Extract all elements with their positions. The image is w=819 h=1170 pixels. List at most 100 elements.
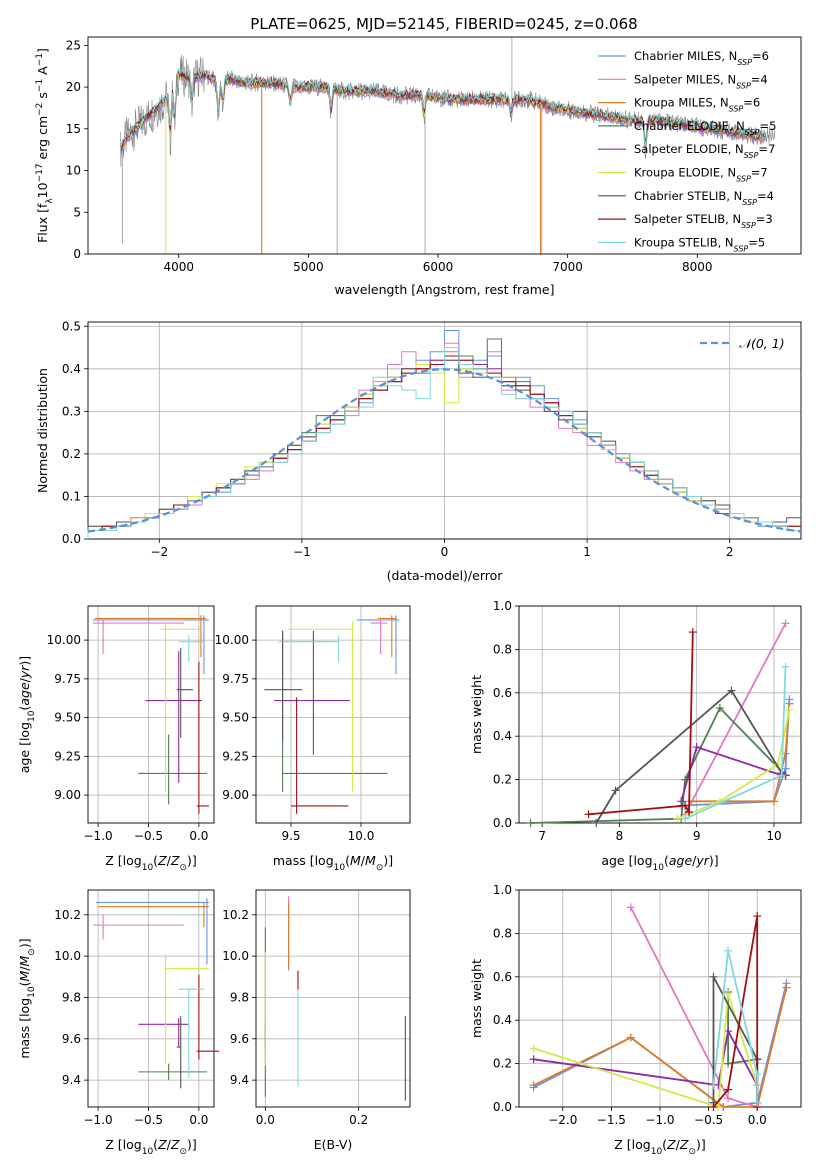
x-tick-label: −1.5 — [597, 1113, 626, 1127]
mass-weight-marker — [715, 703, 724, 712]
mass-weight-line — [684, 622, 787, 815]
y-tick-label: 0.8 — [493, 926, 512, 940]
y-tick-label: 1.0 — [493, 599, 512, 613]
mass-weight-line — [684, 666, 787, 820]
x-tick-label: 8000 — [682, 260, 713, 274]
y-tick-label: 0.0 — [493, 816, 512, 830]
x-tick-label: 10 — [766, 829, 781, 843]
y-axis-label: mass [log10(M/M⊙)] — [17, 938, 37, 1058]
x-tick-label: 9 — [693, 829, 701, 843]
y-tick-label: 9.00 — [54, 788, 81, 802]
y-tick-label: 0.4 — [62, 362, 81, 376]
y-tick-label: 9.6 — [230, 1032, 249, 1046]
mass-weight-marker — [753, 912, 762, 921]
mass-weight-marker — [781, 662, 790, 671]
mass-weight-line — [588, 631, 694, 816]
mass-vs-ebv-panel: 0.0 0.2 9.4 9.6 9.8 10.0 10.2 E(B-V) — [222, 889, 411, 1152]
mass-weight-marker — [753, 1098, 762, 1107]
mass-vs-metallicity-panel: −1.0 −0.5 0.0 9.4 9.6 9.8 10.0 10.2 Z [log10(Z/Z… — [17, 889, 220, 1157]
figure-title: PLATE=0625, MJD=52145, FIBERID=0245, z=0… — [250, 15, 637, 33]
y-tick-label: 9.6 — [62, 1032, 81, 1046]
mass-weight-marker — [692, 743, 701, 752]
residuals-panel: −2 −1 0 1 2 0.0 0.1 0.2 0.3 0.4 0.5 𝒩(0, 1) (data-mo… — [35, 319, 802, 583]
y-tick-label: 9.75 — [54, 672, 81, 686]
mass-weight-marker — [688, 628, 697, 637]
y-tick-label: 0.2 — [62, 447, 81, 461]
mass-weight-marker — [785, 706, 794, 715]
mass-weight-marker — [709, 1081, 718, 1090]
x-axis-label: Z [log10(Z/Z⊙)] — [614, 1137, 706, 1157]
y-tick-label: 9.50 — [54, 711, 81, 725]
mass-weight-marker — [611, 786, 620, 795]
spectrum-panel: 4000 5000 6000 7000 8000 0 5 10 15 20 25 wavelength… — [35, 36, 802, 297]
x-tick-label: 0.0 — [256, 1113, 275, 1127]
y-tick-label: 0.0 — [493, 1100, 512, 1114]
mass-weight-marker — [727, 686, 736, 695]
legend-label: Chabrier STELIB, NSSP=4 — [634, 189, 774, 207]
age-vs-mass-panel: 9.5 10.0 9.00 9.25 9.50 9.75 10.00 mass [log10(… — [215, 605, 411, 873]
x-tick-label: 7 — [538, 829, 546, 843]
x-tick-label: −0.5 — [134, 1113, 163, 1127]
y-tick-label: 20 — [66, 80, 81, 94]
y-tick-label: 0.0 — [62, 532, 81, 546]
mass-weight-marker — [592, 819, 601, 827]
axes-frame — [518, 605, 802, 824]
y-tick-label: 0.6 — [493, 686, 512, 700]
y-tick-label: 10.0 — [222, 949, 249, 963]
y-tick-label: 0.2 — [493, 773, 512, 787]
y-tick-label: 9.25 — [222, 749, 249, 763]
mass-weight-line — [629, 906, 758, 1108]
mass-weight-marker — [777, 771, 786, 780]
mass-weight-marker — [753, 1070, 762, 1079]
y-tick-label: 0.4 — [493, 1013, 512, 1027]
legend-label: Kroupa MILES, NSSP=6 — [634, 96, 760, 114]
mass-weight-marker — [724, 1094, 733, 1103]
y-axis-label: age [log10(age/yr)] — [17, 656, 37, 773]
x-tick-label: 6000 — [423, 260, 454, 274]
axes-frame — [87, 889, 215, 1108]
y-axis-label: Flux [fλ10−17 erg cm−2 s−1 A−1] — [35, 48, 55, 243]
y-tick-label: 10.2 — [222, 908, 249, 922]
x-tick-label: −1 — [293, 545, 311, 559]
mass-weight-line — [712, 950, 759, 1103]
y-axis-label: mass weight — [469, 959, 484, 1038]
y-tick-label: 5 — [73, 205, 81, 219]
age-vs-metallicity-panel: −1.0 −0.5 0.0 9.00 9.25 9.50 9.75 10.00 Z [log10… — [17, 605, 215, 873]
y-tick-label: 9.8 — [62, 990, 81, 1004]
mass-weight-marker — [626, 903, 635, 912]
x-tick-label: 1 — [583, 545, 591, 559]
axes-frame — [255, 605, 411, 824]
x-axis-label: mass [log10(M/M⊙)] — [273, 853, 393, 873]
y-tick-label: 0.6 — [493, 970, 512, 984]
mass-weight-line — [689, 703, 791, 803]
x-tick-label: 0.2 — [349, 1113, 368, 1127]
y-tick-label: 0.1 — [62, 489, 81, 503]
x-axis-label: Z [log10(Z/Z⊙)] — [105, 1137, 197, 1157]
x-tick-label: −0.5 — [694, 1113, 723, 1127]
x-tick-label: 4000 — [163, 260, 194, 274]
mass-weight-marker — [724, 990, 733, 999]
x-tick-label: −0.5 — [134, 829, 163, 843]
y-axis-label: Normed distribution — [35, 368, 50, 493]
y-tick-label: 10.0 — [54, 949, 81, 963]
x-tick-label: −2 — [150, 545, 168, 559]
legend-label: Salpeter MILES, NSSP=4 — [634, 72, 768, 90]
y-tick-label: 9.25 — [54, 749, 81, 763]
x-axis-label: E(B-V) — [314, 1137, 353, 1152]
x-tick-label: 0.0 — [189, 1113, 208, 1127]
y-axis-label: mass weight — [469, 675, 484, 754]
axes-frame — [87, 321, 802, 540]
y-tick-label: 0.3 — [62, 404, 81, 418]
mass-weight-marker — [782, 983, 791, 992]
legend-label: 𝒩(0, 1) — [739, 336, 785, 351]
y-tick-label: 10.00 — [215, 633, 249, 647]
x-tick-label: 2 — [726, 545, 734, 559]
y-tick-label: 9.75 — [222, 672, 249, 686]
y-tick-label: 10.00 — [47, 633, 81, 647]
model-spectrum-line — [121, 67, 766, 147]
axes-frame — [87, 605, 215, 824]
x-tick-label: 10.0 — [348, 829, 375, 843]
mass-weight-marker — [724, 1059, 733, 1068]
x-axis-label: Z [log10(Z/Z⊙)] — [105, 853, 197, 873]
mass-weight-marker — [626, 1033, 635, 1042]
